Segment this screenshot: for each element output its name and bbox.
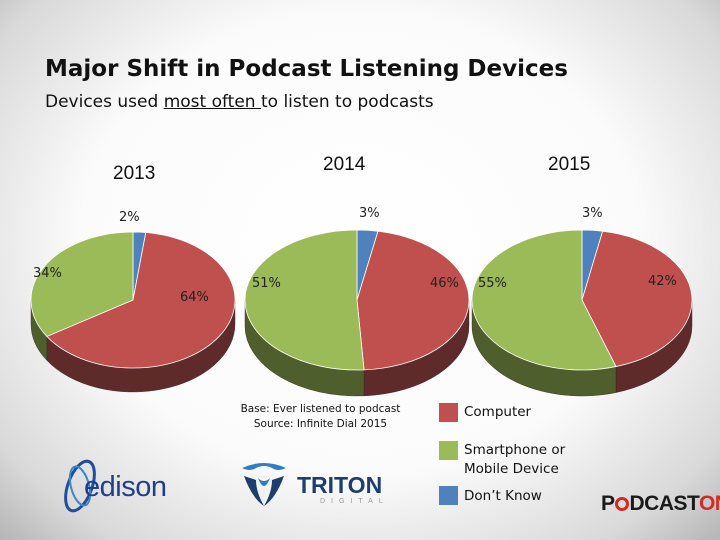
year-label-2014: 2014 <box>323 154 366 175</box>
podcastone-logo-mic-icon <box>615 497 630 511</box>
pie-2015-slice-smartphone <box>471 229 617 371</box>
label-2015-dont-know: 3% <box>582 206 603 221</box>
legend-swatch-computer <box>439 403 458 422</box>
triton-logo-icon <box>242 463 286 506</box>
subtitle-post: to listen to podcasts <box>260 92 434 112</box>
label-2014-smartphone: 51% <box>252 276 281 291</box>
edison-logo-icon <box>64 459 96 513</box>
pie-2015-slice-computer <box>581 230 693 368</box>
footnote-source: Source: Infinite Dial 2015 <box>253 418 388 430</box>
pie-2014-slice-smartphone <box>244 229 365 371</box>
triton-logo-text: TRITON <box>297 472 383 498</box>
podcastone-logo-one: ONE <box>698 492 720 515</box>
pie-2013-slice-computer <box>46 232 236 369</box>
year-label-2015: 2015 <box>548 154 591 175</box>
label-2014-computer: 46% <box>430 276 459 291</box>
legend-label-computer: Computer <box>464 404 532 420</box>
subtitle-underlined: most often <box>163 92 261 112</box>
legend-swatch-smartphone <box>439 441 458 460</box>
legend-label-smartphone-line1: Smartphone or <box>464 442 566 458</box>
label-2013-smartphone: 34% <box>33 266 62 281</box>
label-2014-dont-know: 3% <box>359 206 380 221</box>
pie-2013-slice-smartphone <box>30 231 134 337</box>
podcastone-logo-p: P <box>601 492 615 515</box>
triton-logo-subtext: DIGITAL <box>320 498 389 505</box>
podcastone-logo-dcast: DCAST <box>629 492 700 515</box>
subtitle-pre: Devices used <box>45 92 164 112</box>
legend-label-smartphone-line2: Mobile Device <box>464 461 559 477</box>
slide-title: Major Shift in Podcast Listening Devices <box>45 56 568 82</box>
label-2015-computer: 42% <box>648 274 677 289</box>
pie-2014-slice-computer <box>356 230 470 371</box>
edison-logo-text: edison <box>84 471 167 503</box>
legend-swatch-dont-know <box>439 486 458 505</box>
podcastone-logo: P DCASTONE <box>601 492 720 516</box>
label-2015-smartphone: 55% <box>478 276 507 291</box>
footnote: Base: Ever listened to podcast Source: I… <box>228 402 413 432</box>
legend-label-smartphone: Smartphone or Mobile Device <box>464 441 565 479</box>
slide-subtitle: Devices used most often to listen to pod… <box>45 92 434 112</box>
label-2013-dont-know: 2% <box>119 210 140 225</box>
label-2013-computer: 64% <box>180 290 209 305</box>
year-label-2013: 2013 <box>113 163 156 184</box>
footnote-base: Base: Ever listened to podcast <box>240 403 401 415</box>
legend-label-dont-know: Don’t Know <box>464 488 542 504</box>
